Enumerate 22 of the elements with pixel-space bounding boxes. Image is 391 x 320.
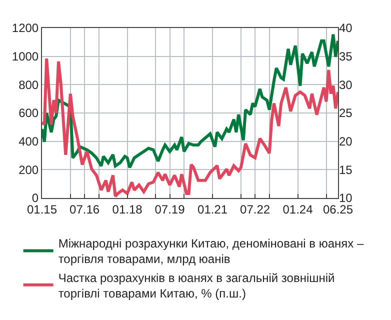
y2-tick-label: 35 [339, 50, 353, 64]
y-tick-label: 800 [18, 78, 39, 92]
y2-tick-label: 20 [339, 134, 353, 149]
y-tick-label: 1200 [12, 21, 39, 36]
y2-tick-label: 25 [339, 106, 353, 120]
y-tick-label: 1000 [12, 50, 39, 64]
y2-tick-label: 15 [339, 162, 353, 177]
line-series [42, 32, 338, 170]
x-tick-label: 07.22 [240, 202, 270, 216]
legend-label: Частка розрахунків в юанях в загальній зовнішній торгівлі товарами Китаю, % (п.ш.) [58, 270, 335, 300]
legend-label: Міжнародні розрахунки Китаю, деноміновані в юанях – торгівля товарами, млрд юанів [58, 236, 364, 266]
x-tick-label: 01.24 [282, 202, 314, 216]
x-tick-label: 07.16 [70, 202, 100, 216]
y-tick-label: 600 [18, 106, 39, 120]
y2-tick-label: 40 [339, 21, 353, 36]
y-tick-label: 200 [18, 162, 39, 177]
x-tick-label: 01.18 [112, 202, 143, 216]
y2-tick-label: 30 [339, 78, 353, 92]
y-tick-label: 400 [18, 134, 39, 149]
x-tick-label: 01.21 [198, 202, 228, 216]
line-series [42, 57, 338, 198]
x-tick-label: 07.19 [154, 202, 186, 216]
